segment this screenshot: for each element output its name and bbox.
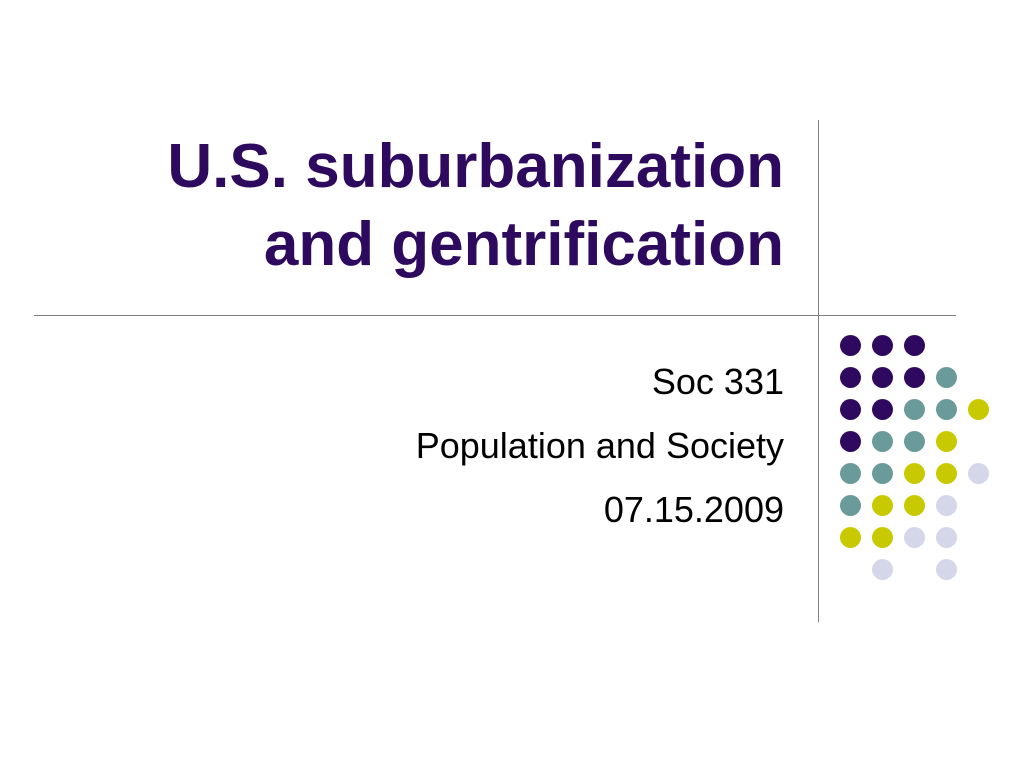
decorative-dot-teal (936, 399, 957, 420)
decorative-dot-purple (904, 335, 925, 356)
decorative-dot-teal (840, 495, 861, 516)
decorative-dot-purple (840, 335, 861, 356)
vertical-divider (818, 120, 819, 622)
decorative-dot-yellow (872, 495, 893, 516)
decorative-dot-lavender (936, 495, 957, 516)
presentation-date: 07.15.2009 (603, 489, 784, 530)
course-name: Population and Society (415, 425, 784, 466)
decorative-dot-yellow (840, 527, 861, 548)
decorative-dot-teal (936, 367, 957, 388)
decorative-dot-yellow (936, 431, 957, 452)
decorative-dot-purple (872, 367, 893, 388)
decorative-dot-purple (872, 399, 893, 420)
decorative-dot-teal (872, 463, 893, 484)
decorative-dot-yellow (968, 399, 989, 420)
decorative-dot-purple (840, 399, 861, 420)
course-code: Soc 331 (651, 361, 784, 402)
decorative-dot-yellow (936, 463, 957, 484)
decorative-dot-teal (904, 399, 925, 420)
title-line-2: and gentrification (263, 210, 784, 279)
decorative-dot-purple (904, 367, 925, 388)
decorative-dot-yellow (904, 463, 925, 484)
title-line-1: U.S. suburbanization (167, 132, 784, 201)
decorative-dot-lavender (936, 527, 957, 548)
decorative-dot-yellow (872, 527, 893, 548)
decorative-dot-yellow (904, 495, 925, 516)
decorative-dot-lavender (904, 527, 925, 548)
decorative-dot-purple (840, 431, 861, 452)
decorative-dot-lavender (936, 559, 957, 580)
decorative-dot-teal (904, 431, 925, 452)
horizontal-divider (34, 315, 956, 316)
slide-subtitle: Soc 331 Population and Society 07.15.200… (416, 350, 784, 542)
decorative-dot-lavender (968, 463, 989, 484)
decorative-dot-teal (840, 463, 861, 484)
decorative-dot-purple (872, 335, 893, 356)
slide-title: U.S. suburbanization and gentrification (167, 128, 784, 284)
decorative-dot-teal (872, 431, 893, 452)
decorative-dot-purple (840, 367, 861, 388)
decorative-dot-lavender (872, 559, 893, 580)
